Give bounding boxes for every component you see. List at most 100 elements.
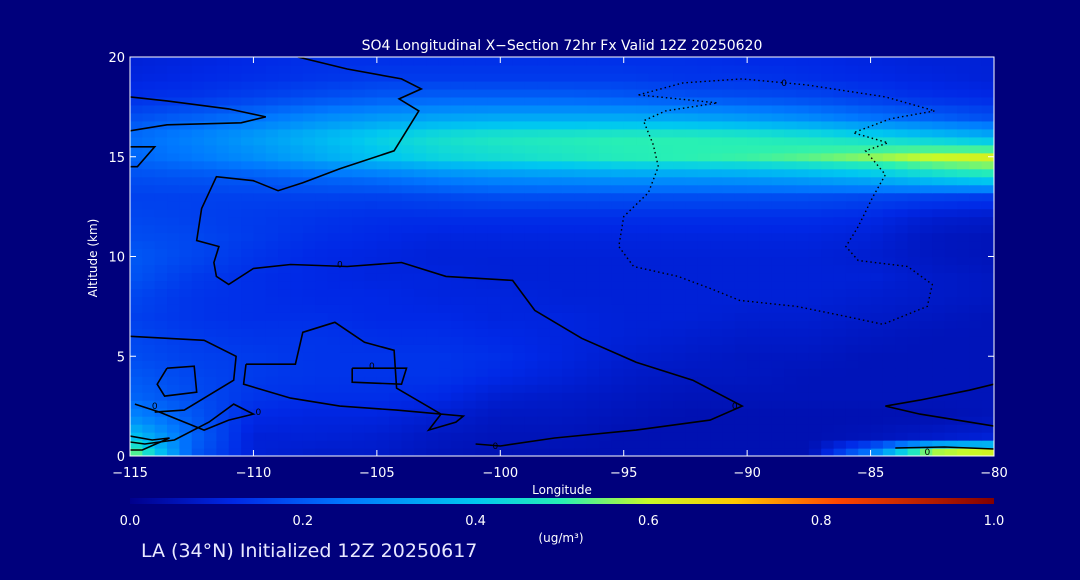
field-cell xyxy=(364,296,378,305)
field-cell xyxy=(376,408,390,417)
field-cell xyxy=(919,208,933,218)
field-cell xyxy=(487,392,501,401)
field-cell xyxy=(956,192,970,202)
field-cell xyxy=(845,176,859,186)
field-cell xyxy=(216,448,230,456)
field-cell xyxy=(858,80,872,90)
field-cell xyxy=(537,424,551,433)
field-cell xyxy=(710,136,724,146)
field-cell xyxy=(537,360,551,369)
field-cell xyxy=(599,304,612,313)
field-cell xyxy=(142,176,156,186)
field-cell xyxy=(956,288,970,297)
field-cell xyxy=(512,192,526,202)
field-cell xyxy=(253,104,267,114)
field-cell xyxy=(685,72,699,82)
field-cell xyxy=(130,120,143,130)
field-cell xyxy=(808,208,822,218)
field-cell xyxy=(265,136,279,146)
field-cell xyxy=(154,440,168,449)
field-cell xyxy=(487,64,501,74)
field-cell xyxy=(327,296,341,305)
field-cell xyxy=(882,440,896,449)
field-cell xyxy=(784,440,798,449)
field-cell xyxy=(932,80,946,90)
field-cell xyxy=(796,208,810,218)
field-cell xyxy=(512,296,526,305)
field-cell xyxy=(142,392,156,401)
field-cell xyxy=(648,288,662,297)
field-cell xyxy=(278,88,292,98)
field-cell xyxy=(722,264,736,274)
field-cell xyxy=(216,88,230,98)
field-cell xyxy=(426,288,440,297)
field-cell xyxy=(611,80,625,90)
field-cell xyxy=(179,400,193,409)
field-cell xyxy=(167,216,180,226)
field-cell xyxy=(981,320,994,329)
field-cell xyxy=(685,64,699,74)
field-cell xyxy=(981,256,994,266)
x-tick-label: −115 xyxy=(112,466,148,481)
field-cell xyxy=(352,232,366,242)
field-cell xyxy=(549,344,563,353)
field-cell xyxy=(154,352,168,361)
field-cell xyxy=(599,240,612,250)
field-cell xyxy=(265,376,279,385)
field-cell xyxy=(302,448,316,456)
field-cell xyxy=(500,368,514,377)
field-cell xyxy=(685,312,699,321)
field-cell xyxy=(784,288,798,297)
field-cell xyxy=(623,360,637,369)
field-cell xyxy=(463,368,477,377)
field-cell xyxy=(648,408,662,417)
field-cell xyxy=(475,240,489,250)
field-cell xyxy=(574,200,588,210)
field-cell xyxy=(179,224,193,234)
field-cell xyxy=(315,112,329,122)
field-cell xyxy=(426,256,440,266)
field-cell xyxy=(932,264,946,274)
field-cell xyxy=(623,152,637,162)
field-cell xyxy=(697,216,711,226)
field-cell xyxy=(253,312,267,321)
field-cell xyxy=(401,152,415,162)
field-cell xyxy=(389,88,403,98)
field-cell xyxy=(895,128,909,138)
field-cell xyxy=(463,416,477,425)
field-cell xyxy=(179,256,193,266)
field-cell xyxy=(389,312,403,321)
field-cell xyxy=(821,320,835,329)
field-cell xyxy=(599,448,612,456)
field-cell xyxy=(747,240,761,250)
field-cell xyxy=(475,120,489,130)
field-cell xyxy=(290,224,304,234)
field-cell xyxy=(673,424,687,433)
field-cell xyxy=(821,408,835,417)
field-cell xyxy=(648,368,662,377)
field-cell xyxy=(278,57,292,66)
field-cell xyxy=(154,72,168,82)
field-cell xyxy=(376,128,390,138)
field-cell xyxy=(352,208,366,218)
field-cell xyxy=(216,232,230,242)
field-cell xyxy=(524,312,538,321)
field-cell xyxy=(438,320,452,329)
field-cell xyxy=(167,200,180,210)
field-cell xyxy=(895,104,909,114)
field-cell xyxy=(919,400,933,409)
field-cell xyxy=(241,432,255,441)
field-cell xyxy=(845,376,859,385)
field-cell xyxy=(586,128,600,138)
field-cell xyxy=(574,264,588,274)
field-cell xyxy=(858,184,872,194)
field-cell xyxy=(648,352,662,361)
field-cell xyxy=(586,296,600,305)
field-cell xyxy=(796,176,810,186)
field-cell xyxy=(315,312,329,321)
field-cell xyxy=(167,392,180,401)
field-cell xyxy=(228,280,242,290)
field-cell xyxy=(673,312,687,321)
field-cell xyxy=(919,256,933,266)
field-cell xyxy=(376,264,390,274)
